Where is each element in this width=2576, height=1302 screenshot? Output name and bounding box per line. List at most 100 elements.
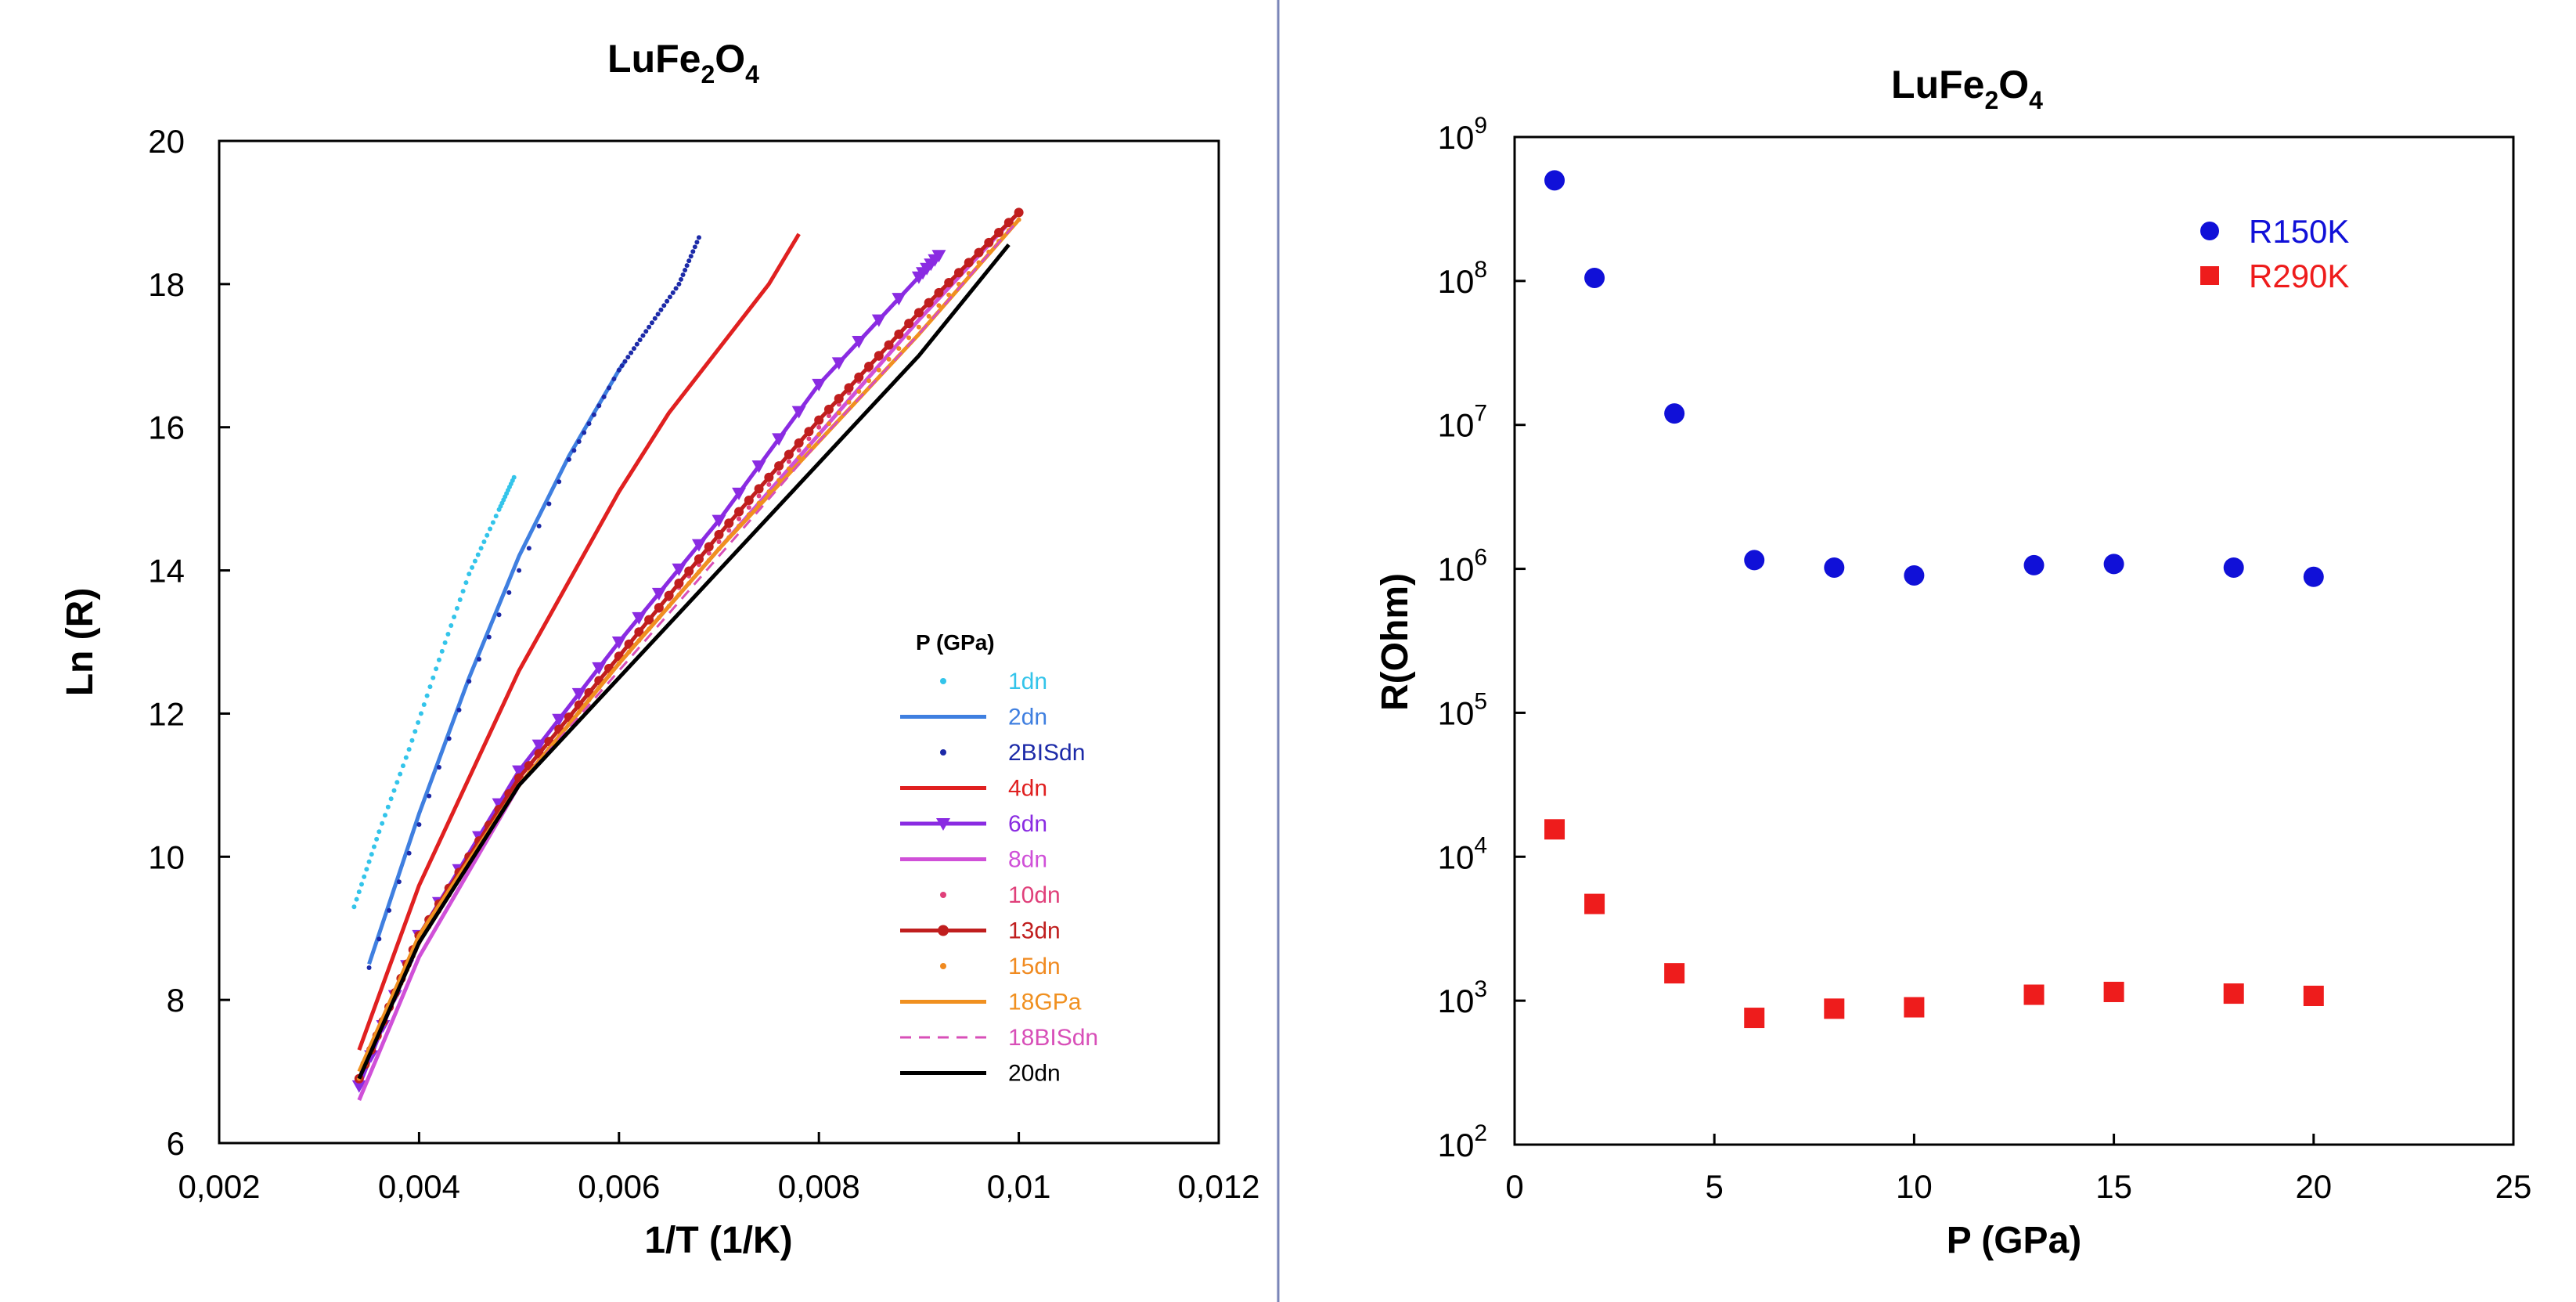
series-10dn-marker — [796, 447, 802, 453]
series-13dn-marker — [764, 472, 774, 482]
series-2bisdn-marker — [467, 679, 472, 684]
chart2-y-tick-label: 107 — [1438, 401, 1487, 444]
series-6dn-marker — [931, 250, 946, 263]
series-13dn-marker — [913, 308, 924, 318]
series-1dn-marker — [395, 780, 400, 785]
legend-entry-r150k: R150K — [2200, 213, 2349, 250]
series-1dn-marker — [470, 564, 475, 570]
chart2-ticks: 0 5 10 15 20 25 102 103 104 105 106 107 108 109 — [1438, 113, 2532, 1205]
series-1dn-marker — [362, 874, 367, 879]
series-2bisdn-marker — [683, 268, 688, 273]
series-2bisdn-marker — [676, 281, 682, 287]
series-2bisdn-marker — [673, 286, 679, 291]
series-1dn-marker — [436, 657, 441, 662]
series-1dn-marker — [413, 729, 418, 734]
series-1dn-marker — [406, 747, 412, 752]
legend-entry-r290k: R290K — [2200, 258, 2349, 294]
series-2bisdn-marker — [446, 736, 452, 741]
series-1dn-marker — [374, 836, 380, 842]
series-13dn-marker — [634, 627, 644, 637]
series-r150k — [1544, 170, 2324, 587]
series-2bisdn-marker — [416, 822, 422, 828]
series-2bisdn-marker — [576, 439, 582, 444]
series-2bisdn-marker — [436, 765, 441, 770]
legend-entry-20dn-label: 20dn — [1008, 1061, 1061, 1087]
series-6dn-marker — [712, 514, 726, 528]
series-13dn-marker — [644, 615, 654, 625]
series-2bisdn-marker — [611, 377, 617, 381]
series-13dn-marker — [844, 383, 854, 393]
series-6dn-marker — [812, 378, 827, 391]
series-r290k-point — [1904, 997, 1925, 1018]
series-2bisdn-marker — [557, 479, 562, 485]
legend-entry-15dn-label: 15dn — [1008, 954, 1061, 979]
series-r150k-point — [1824, 557, 1845, 578]
resistance-vs-pressure-chart: LuFe2O4 0 5 10 15 20 25 102 103 104 105 106 107 108 1… — [1374, 63, 2531, 1261]
series-10dn-marker — [696, 562, 701, 568]
series-r150k-point — [1664, 403, 1685, 424]
chart2-x-tick-label: 5 — [1706, 1168, 1724, 1205]
legend-entry-13dn: 13dn — [900, 918, 1061, 944]
chart2-y-tick-label: 102 — [1438, 1120, 1487, 1163]
series-r290k-point — [1544, 819, 1565, 840]
series-2bisdn-marker — [406, 850, 412, 856]
series-r290k-point — [1664, 963, 1685, 984]
chart1-plot-frame — [218, 139, 1220, 1145]
series-1dn-marker — [454, 606, 459, 611]
ln-r-vs-inverse-temperature-chart: LuFe2O4 0,002 0,004 0,006 0,008 0,01 0,012 6 8 1… — [59, 37, 1260, 1261]
legend-entry-13dn-marker — [938, 925, 949, 936]
series-r290k-point — [1584, 893, 1605, 914]
series-2bisdn-marker — [655, 312, 661, 317]
legend-entry-10dn-swatch — [940, 892, 946, 898]
chart1-series — [351, 207, 1024, 1102]
series-r150k-point — [1904, 564, 1925, 586]
series-2bisdn-marker — [582, 430, 587, 435]
series-6dn-marker — [632, 611, 647, 625]
series-10dn-marker — [786, 459, 791, 464]
chart2-plot-frame — [1513, 135, 2515, 1146]
series-1dn-marker — [467, 572, 472, 577]
series-2bisdn-marker — [566, 456, 571, 462]
legend-entry-1dn-label: 1dn — [1008, 669, 1047, 694]
series-1dn-marker — [376, 829, 382, 835]
series-6dn-marker — [831, 357, 846, 370]
series-20dn-line — [357, 243, 1011, 1080]
legend-entry-6dn: 6dn — [900, 811, 1047, 837]
series-2bisdn-marker — [622, 359, 628, 364]
series-15dn-marker — [796, 455, 802, 460]
series-13dn-marker — [944, 278, 954, 288]
series-2bisdn-marker — [387, 907, 392, 913]
series-2bisdn-marker — [477, 656, 482, 662]
series-15dn-marker — [826, 421, 831, 427]
series-1dn-marker — [409, 738, 415, 743]
chart1-x-axis-label: 1/T (1/K) — [644, 1220, 792, 1261]
series-18gpa-line — [357, 218, 1021, 1073]
series-r150k-point — [1584, 267, 1605, 288]
legend-entry-r290k-label: R290K — [2249, 258, 2349, 294]
series-1dn-marker — [463, 580, 469, 586]
series-r290k-point — [1824, 998, 1845, 1019]
series-13dn-marker — [654, 603, 664, 613]
series-2bisdn-marker — [665, 298, 670, 304]
series-2bisdn-marker — [631, 346, 636, 352]
series-10dn-marker — [756, 493, 762, 499]
legend-entry-15dn: 15dn — [940, 954, 1061, 979]
series-13dn-marker — [1014, 207, 1024, 218]
series-13dn-marker — [823, 404, 834, 414]
series-13dn-marker — [674, 579, 684, 589]
series-1dn-marker — [356, 889, 362, 895]
series-r290k-point — [1744, 1008, 1765, 1029]
legend-entry-6dn-marker — [936, 818, 950, 831]
series-1dn-marker — [475, 552, 481, 557]
series-1dn-marker — [369, 852, 374, 857]
chart2-title: LuFe2O4 — [1891, 63, 2043, 114]
series-r150k-point — [2303, 566, 2324, 587]
chart1-x-tick-label: 0,004 — [378, 1168, 460, 1205]
series-6dn-marker — [732, 487, 747, 500]
series-15dn-marker — [896, 346, 902, 352]
series-1dn-marker — [488, 526, 493, 532]
series-1dn-marker — [364, 867, 369, 872]
series-13dn-marker — [794, 438, 804, 448]
series-2bisdn-marker — [591, 412, 596, 417]
